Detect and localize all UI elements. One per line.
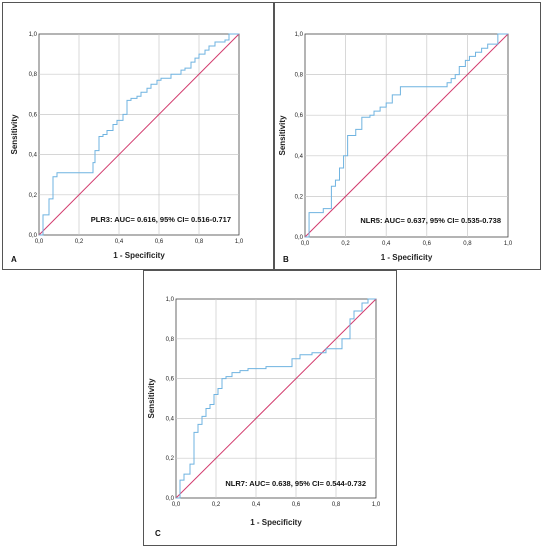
x-tick-label: 1,0 xyxy=(235,239,244,245)
x-tick-label: 0,4 xyxy=(382,241,391,247)
x-tick-label: 0,2 xyxy=(212,502,221,508)
roc-panel-b: 0,0 0,0 0,2 0,2 0,4 0,4 0,6 0,6 0,8 0,8 1,0 1,0 1 - … xyxy=(274,2,541,270)
x-tick-label: 0,8 xyxy=(332,502,341,508)
x-tick-label: 0,2 xyxy=(75,239,84,245)
panel-letter: B xyxy=(283,255,289,264)
y-tick-label: 0,6 xyxy=(166,377,175,383)
y-tick-label: 0,6 xyxy=(29,112,38,118)
x-tick-label: 0,4 xyxy=(252,502,261,508)
y-tick-label: 1,0 xyxy=(295,32,304,38)
panel-letter: A xyxy=(11,255,17,264)
y-tick-label: 0,4 xyxy=(166,416,175,422)
x-tick-label: 0,0 xyxy=(172,502,181,508)
y-tick-label: 0,0 xyxy=(29,233,38,239)
x-tick-label: 0,0 xyxy=(35,239,44,245)
y-tick-label: 0,6 xyxy=(295,113,304,119)
x-tick-label: 0,4 xyxy=(115,239,124,245)
roc-chart-b: 0,00,0 0,2 0,2 0,4 0,4 0,6 0,6 0,8 0,8 1,0 1,0 1 - … xyxy=(278,32,513,264)
reference-line xyxy=(304,33,509,238)
roc-curve xyxy=(39,33,239,236)
y-tick-label: 0,0 xyxy=(166,496,175,502)
y-axis-label: Sensitivity xyxy=(147,378,156,419)
x-tick-label: 0,8 xyxy=(195,239,204,245)
x-tick-label: 1,0 xyxy=(372,502,381,508)
auc-annotation: NLR5: AUC= 0.637, 95% CI= 0.535-0.738 xyxy=(360,216,501,225)
x-tick-label: 0,0 xyxy=(301,241,310,247)
panel-letter: C xyxy=(155,529,161,538)
y-tick-label: 0,8 xyxy=(295,73,304,79)
x-tick-label: 0,8 xyxy=(463,241,472,247)
y-axis-label: Sensitivity xyxy=(10,114,19,155)
y-axis-label: Sensitivity xyxy=(278,115,287,156)
y-tick-label: 0,2 xyxy=(166,456,175,462)
y-tick-label: 0,4 xyxy=(29,153,38,159)
y-tick-label: 0,8 xyxy=(166,337,175,343)
x-axis-label: 1 - Specificity xyxy=(250,518,302,527)
y-tick-label: 0,8 xyxy=(29,72,38,78)
reference-line xyxy=(38,33,240,236)
auc-annotation: PLR3: AUC= 0.616, 95% CI= 0.516-0.717 xyxy=(91,215,231,224)
roc-panel-c: 0,0 0,0 0,2 0,2 0,4 0,4 0,6 0,6 0,8 0,8 1,0 1,0 1 - … xyxy=(143,270,397,546)
y-tick-label: 0,2 xyxy=(29,193,38,199)
y-tick-label: 0,0 xyxy=(295,235,304,241)
y-tick-label: 0,2 xyxy=(295,194,304,200)
y-tick-label: 0,4 xyxy=(295,154,304,160)
roc-chart-c: 0,00,0 0,2 0,2 0,4 0,4 0,6 0,6 0,8 0,8 1,0 1,0 1 - … xyxy=(147,297,381,538)
x-tick-label: 0,2 xyxy=(341,241,350,247)
auc-annotation: NLR7: AUC= 0.638, 95% CI= 0.544-0.732 xyxy=(225,479,366,488)
x-tick-label: 0,6 xyxy=(155,239,164,245)
y-tick-label: 1,0 xyxy=(29,32,38,38)
x-tick-label: 1,0 xyxy=(504,241,513,247)
x-tick-label: 0,6 xyxy=(292,502,301,508)
x-axis-label: 1 - Specificity xyxy=(381,253,433,262)
x-tick-label: 0,6 xyxy=(423,241,432,247)
roc-curve xyxy=(305,33,508,238)
roc-chart-a: 0,00,0 0,2 0,2 0,4 0,4 0,6 0,6 0,8 0,8 1,0 1,0 1 - … xyxy=(10,32,244,264)
roc-panel-a: 0,0 0,0 0,2 0,2 0,4 0,4 0,6 0,6 0,8 0,8 1,0 1,0 1 - … xyxy=(2,2,274,270)
x-axis-label: 1 - Specificity xyxy=(113,251,165,260)
roc-curve xyxy=(176,298,376,499)
reference-line xyxy=(175,298,377,499)
y-tick-label: 1,0 xyxy=(166,297,175,303)
